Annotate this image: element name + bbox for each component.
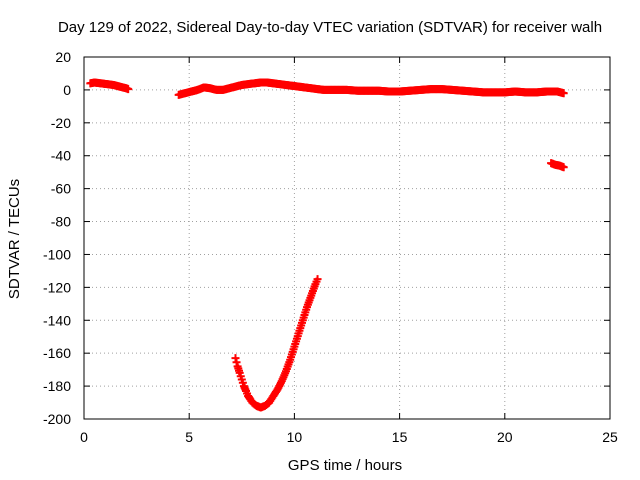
data-point bbox=[232, 358, 241, 367]
series-3 bbox=[231, 275, 322, 412]
data-point bbox=[559, 163, 568, 172]
x-tick-label: 10 bbox=[287, 429, 303, 445]
y-tick-label: -20 bbox=[51, 115, 71, 131]
y-tick-label: -40 bbox=[51, 148, 71, 164]
grid bbox=[84, 57, 610, 419]
axis-ticks bbox=[83, 56, 611, 420]
y-tick-label: -200 bbox=[43, 411, 71, 427]
y-tick-label: -120 bbox=[43, 279, 71, 295]
tick-labels: 0 5 10 15 20 25 20 0 -20 -40 -60 -80 -100 -120 -140 -16… bbox=[43, 49, 618, 445]
x-tick-label: 25 bbox=[602, 429, 618, 445]
x-axis-title: GPS time / hours bbox=[288, 457, 402, 474]
y-tick-label: -140 bbox=[43, 312, 71, 328]
x-tick-label: 0 bbox=[80, 429, 88, 445]
y-tick-label: -80 bbox=[51, 214, 71, 230]
plot-frame bbox=[83, 56, 611, 420]
y-tick-label: 20 bbox=[55, 49, 71, 65]
y-tick-label: -160 bbox=[43, 345, 71, 361]
y-tick-label: -180 bbox=[43, 378, 71, 394]
y-tick-label: -100 bbox=[43, 246, 71, 262]
y-tick-label: 0 bbox=[63, 82, 71, 98]
x-tick-label: 20 bbox=[497, 429, 513, 445]
chart-title: Day 129 of 2022, Sidereal Day-to-day VTE… bbox=[58, 19, 602, 36]
series-1 bbox=[86, 78, 133, 94]
data-point bbox=[313, 275, 322, 284]
y-axis-title: SDTVAR / TECUs bbox=[6, 179, 23, 299]
x-tick-label: 15 bbox=[392, 429, 408, 445]
data-point bbox=[559, 89, 568, 98]
y-tick-label: -60 bbox=[51, 181, 71, 197]
data-point bbox=[124, 85, 133, 94]
series-4 bbox=[547, 159, 568, 172]
data-points bbox=[86, 78, 568, 412]
series-2 bbox=[174, 78, 568, 99]
data-point bbox=[231, 354, 240, 363]
x-tick-label: 5 bbox=[185, 429, 193, 445]
